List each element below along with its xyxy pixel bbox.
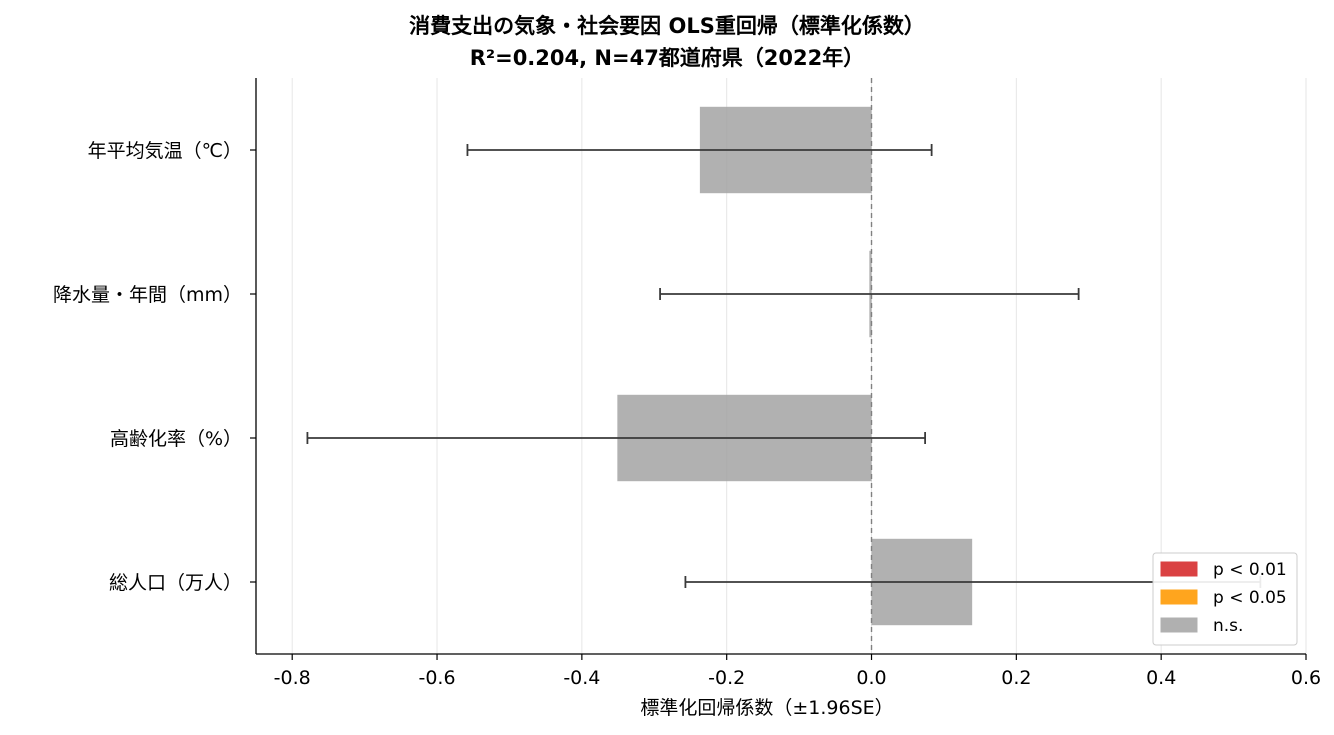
legend-swatch xyxy=(1160,561,1198,577)
chart-subtitle: R²=0.204, N=47都道府県（2022年） xyxy=(469,46,865,70)
x-tick-label: -0.8 xyxy=(274,667,311,689)
x-tick-label: 0.0 xyxy=(856,667,886,689)
legend-swatch xyxy=(1160,617,1198,633)
x-tick-label: -0.2 xyxy=(708,667,745,689)
x-tick-label: 0.2 xyxy=(1001,667,1031,689)
legend-swatch xyxy=(1160,589,1198,605)
x-tick-label: 0.4 xyxy=(1146,667,1176,689)
x-tick-label: -0.6 xyxy=(418,667,455,689)
x-tick-label: -0.4 xyxy=(563,667,600,689)
x-axis-label: 標準化回帰係数（±1.96SE） xyxy=(640,697,893,719)
y-tick-label: 降水量・年間（mm） xyxy=(53,284,242,306)
y-tick-label: 高齢化率（%） xyxy=(110,428,242,450)
legend-label: p < 0.05 xyxy=(1213,588,1287,608)
legend-label: p < 0.01 xyxy=(1213,560,1287,580)
y-tick-label: 年平均気温（℃） xyxy=(88,140,242,162)
y-tick-label: 総人口（万人） xyxy=(109,572,242,594)
legend-label: n.s. xyxy=(1213,616,1243,636)
x-tick-label: 0.6 xyxy=(1291,667,1321,689)
chart-title: 消費支出の気象・社会要因 OLS重回帰（標準化係数） xyxy=(409,14,925,38)
